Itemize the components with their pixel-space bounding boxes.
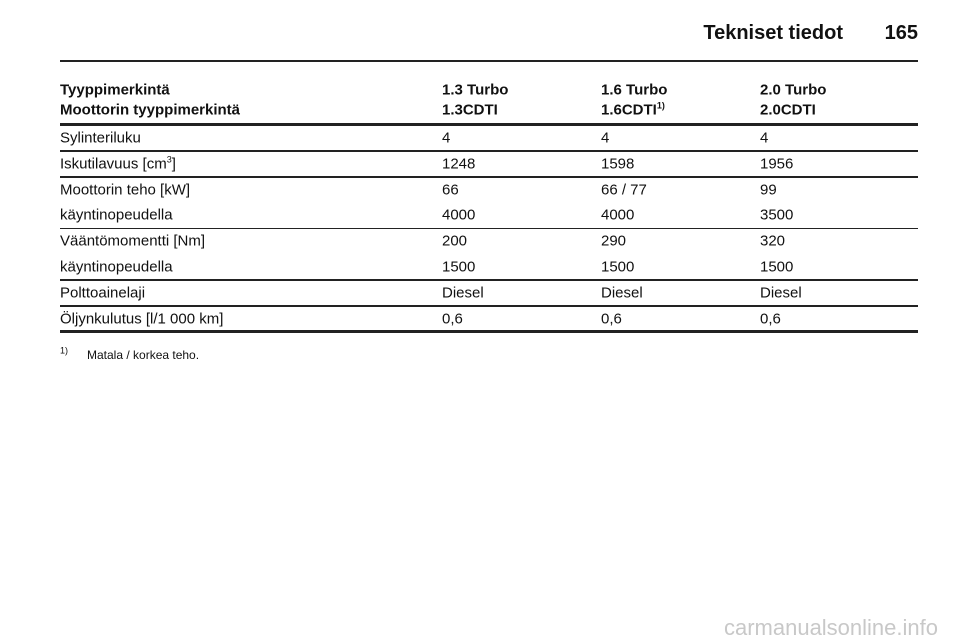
cell-text: Diesel <box>442 284 484 302</box>
cell-text: 1.6 Turbo <box>601 81 668 99</box>
table-cell: 1.6CDTI1) <box>601 100 665 119</box>
cell-text: 66 <box>442 181 459 199</box>
cell-text: 1598 <box>601 155 635 173</box>
table-cell: Polttoainelaji <box>60 285 145 300</box>
table-cell: 320 <box>760 234 785 249</box>
cell-text: ] <box>171 155 176 173</box>
cell-text: 1500 <box>760 258 794 276</box>
cell-text: 1500 <box>601 258 635 276</box>
rule <box>60 279 918 281</box>
table-cell: 3500 <box>760 208 793 223</box>
table-cell: 1.3 Turbo <box>442 83 508 98</box>
table-cell: Diesel <box>601 285 643 300</box>
table-cell: Diesel <box>760 285 802 300</box>
cell-text: 2.0 Turbo <box>760 81 827 99</box>
cell-text: 4000 <box>601 206 635 224</box>
table-cell: 0,6 <box>442 311 463 326</box>
table-cell: 1500 <box>760 260 793 275</box>
rule <box>60 150 918 152</box>
cell-text: käyntinopeudella <box>60 258 173 276</box>
superscript: 3 <box>166 154 172 165</box>
table-cell: käyntinopeudella <box>60 208 173 223</box>
rule <box>60 330 918 334</box>
rule <box>60 60 918 62</box>
table-cell: Sylinteriluku <box>60 131 141 146</box>
table-cell: 2.0 Turbo <box>760 83 826 98</box>
cell-text: 4000 <box>442 206 476 224</box>
table-cell: Iskutilavuus [cm3] <box>60 154 176 173</box>
table-cell: 2.0CDTI <box>760 103 816 118</box>
cell-text: 0,6 <box>760 310 781 328</box>
rule <box>60 305 918 307</box>
cell-text: 1956 <box>760 155 794 173</box>
table-cell: 4 <box>760 131 768 146</box>
cell-text: Diesel <box>760 284 802 302</box>
cell-text: Diesel <box>601 284 643 302</box>
cell-text: 1.3CDTI <box>442 101 498 119</box>
table-cell: 0,6 <box>601 311 622 326</box>
table-cell: 0,6 <box>760 311 781 326</box>
cell-text: 3500 <box>760 206 794 224</box>
table-cell: 1500 <box>601 260 634 275</box>
table-cell: Moottorin teho [kW] <box>60 182 190 197</box>
cell-text: Iskutilavuus [cm <box>60 155 167 173</box>
table-cell: 4 <box>442 131 450 146</box>
superscript: 1) <box>656 100 665 111</box>
section-title: Tekniset tiedot <box>703 22 843 44</box>
cell-text: 200 <box>442 232 468 250</box>
cell-text: 320 <box>760 232 786 250</box>
table-cell: 66 <box>442 182 459 197</box>
table-cell: 1500 <box>442 260 475 275</box>
cell-text: Vääntömomentti [Nm] <box>60 232 206 250</box>
rule <box>60 176 918 178</box>
rule <box>60 227 918 230</box>
cell-text: Moottorin teho [kW] <box>60 181 191 199</box>
cell-text: käyntinopeudella <box>60 206 173 224</box>
cell-text: 66 / 77 <box>601 181 647 199</box>
cell-text: 1500 <box>442 258 476 276</box>
cell-text: 4 <box>601 129 610 147</box>
table-cell: Moottorin tyyppimerkintä <box>60 103 240 118</box>
table-cell: Vääntömomentti [Nm] <box>60 234 205 249</box>
table-cell: 290 <box>601 234 626 249</box>
watermark: carmanualsonline.info <box>723 615 938 640</box>
cell-text: 0,6 <box>442 310 463 328</box>
table-cell: Diesel <box>442 285 484 300</box>
cell-text: 0,6 <box>601 310 622 328</box>
table-cell: 4000 <box>442 208 475 223</box>
cell-text: Öljynkulutus [l/1 000 km] <box>60 310 224 328</box>
cell-text: 4 <box>760 129 769 147</box>
cell-text: Sylinteriluku <box>60 129 141 147</box>
cell-text: 290 <box>601 232 627 250</box>
table-cell: 99 <box>760 182 777 197</box>
table-cell: 66 / 77 <box>601 182 647 197</box>
cell-text: 2.0CDTI <box>760 101 816 119</box>
cell-text: 1.6CDTI <box>601 101 657 119</box>
table-cell: 1248 <box>442 156 475 171</box>
cell-text: Tyyppimerkintä <box>60 81 170 99</box>
table-cell: 4 <box>601 131 609 146</box>
footnote-mark: 1) <box>60 345 69 356</box>
cell-text: 1.3 Turbo <box>442 81 509 99</box>
table-cell: 200 <box>442 234 467 249</box>
cell-text: 1248 <box>442 155 476 173</box>
table-cell: 1.3CDTI <box>442 103 498 118</box>
page-number: 165 <box>884 22 918 44</box>
table-cell: käyntinopeudella <box>60 260 173 275</box>
rule <box>60 123 918 126</box>
cell-text: 4 <box>442 129 451 147</box>
cell-text: Polttoainelaji <box>60 284 146 302</box>
cell-text: 99 <box>760 181 777 199</box>
table-cell: 1.6 Turbo <box>601 83 667 98</box>
table-cell: 1598 <box>601 156 634 171</box>
table-cell: Öljynkulutus [l/1 000 km] <box>60 311 223 326</box>
cell-text: Moottorin tyyppimerkintä <box>60 101 241 119</box>
table-cell: 1956 <box>760 156 793 171</box>
table-cell: 4000 <box>601 208 634 223</box>
footnote-text: Matala / korkea teho. <box>87 348 200 362</box>
table-cell: Tyyppimerkintä <box>60 83 170 98</box>
